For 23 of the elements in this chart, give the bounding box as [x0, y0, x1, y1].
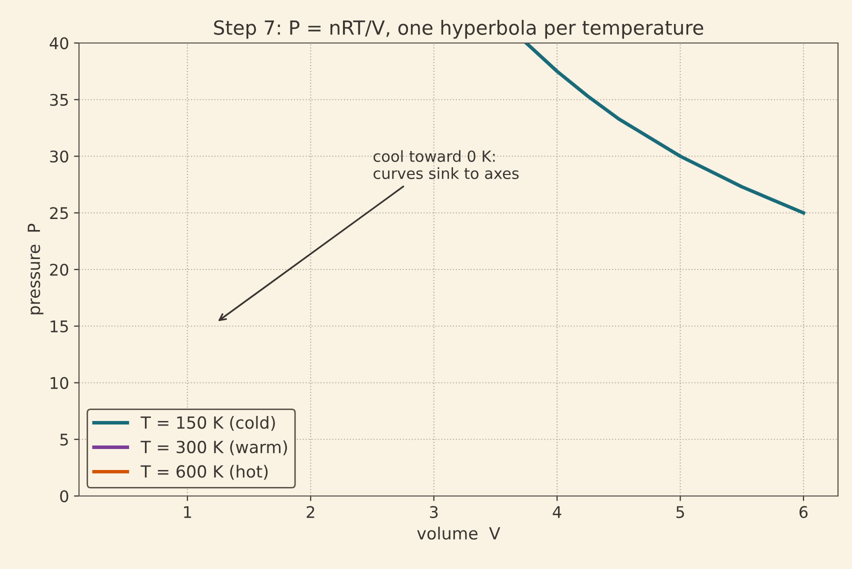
y-tick-label: 40: [50, 37, 68, 50]
annotation: cool toward 0 K: curves sink to axes: [374, 150, 519, 180]
x-tick-label: 1: [184, 506, 192, 518]
y-tick-label: 25: [50, 207, 68, 220]
y-tick-label: 0: [60, 490, 68, 502]
x-tick-label: 6: [800, 506, 808, 518]
y-tick-label: 10: [50, 376, 68, 390]
line-series: [524, 43, 806, 215]
x-tick-label: 2: [306, 506, 314, 518]
y-tick-label: 15: [50, 320, 68, 332]
chart-title: Step 7: P = nRT/V, one hyperbola per temperature: [214, 20, 704, 39]
y-axis-title: pressure P: [28, 224, 44, 314]
legend-label: T = 600 K (hot): [140, 464, 268, 480]
y-tick-label: 20: [50, 264, 68, 276]
y-tick-label: 30: [50, 150, 68, 163]
x-tick-label: 3: [430, 506, 438, 518]
x-tick-label: 4: [552, 506, 562, 518]
legend-label: T = 300 K (warm): [140, 440, 287, 456]
y-tick-label: 5: [60, 434, 68, 446]
legend-label: T = 150 K (cold): [140, 416, 275, 431]
y-tick-label: 35: [50, 94, 68, 106]
x-axis-title: volume V: [417, 526, 500, 540]
x-tick-label: 5: [676, 506, 684, 518]
